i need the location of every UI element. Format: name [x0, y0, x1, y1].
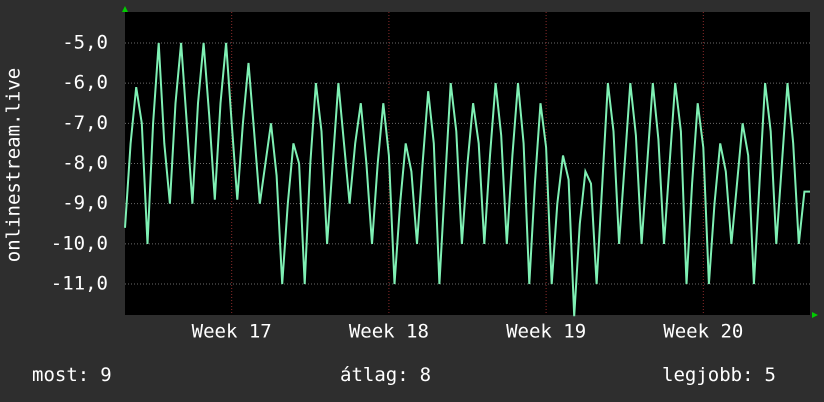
- stat-label: legjobb:: [662, 364, 754, 386]
- x-tick-label: Week 20: [663, 321, 743, 343]
- axis-arrow: [122, 6, 128, 12]
- y-tick-label: -10,0: [51, 232, 108, 254]
- stat: most: 9: [32, 364, 112, 386]
- stat: átlag: 8: [340, 364, 431, 386]
- axis-arrow: [812, 312, 818, 318]
- stat-value: 8: [420, 364, 431, 386]
- y-tick-label: -11,0: [51, 273, 108, 295]
- y-tick-label: -8,0: [62, 152, 108, 174]
- y-axis-label: onlinestream.live: [3, 68, 25, 262]
- y-tick-label: -7,0: [62, 112, 108, 134]
- x-tick-label: Week 17: [192, 321, 272, 343]
- stat: legjobb: 5: [662, 364, 776, 386]
- y-tick-label: -5,0: [62, 31, 108, 53]
- stat-value: 9: [100, 364, 111, 386]
- y-tick-label: -9,0: [62, 192, 108, 214]
- x-tick-label: Week 18: [349, 321, 429, 343]
- stat-label: most:: [32, 364, 89, 386]
- y-tick-label: -6,0: [62, 72, 108, 94]
- x-tick-label: Week 19: [506, 321, 586, 343]
- stat-value: 5: [765, 364, 776, 386]
- stat-label: átlag:: [340, 364, 409, 386]
- line: [124, 42, 810, 317]
